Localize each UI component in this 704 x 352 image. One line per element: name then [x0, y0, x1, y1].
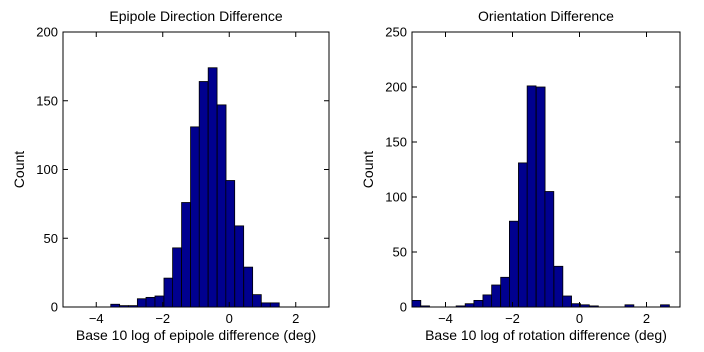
histogram-bar — [544, 191, 555, 308]
histogram-bar — [526, 85, 537, 308]
histogram-bar — [580, 304, 590, 308]
histogram-bar — [110, 303, 121, 308]
histogram-bar — [234, 225, 245, 308]
histogram-bar — [145, 296, 156, 308]
histogram-bar — [455, 305, 466, 308]
histogram-bar — [260, 302, 271, 308]
x-tick-label: −2 — [505, 311, 520, 326]
histogram-bar — [491, 284, 501, 308]
histogram-bar — [420, 305, 430, 308]
histogram-bar — [482, 294, 493, 308]
histogram-bar — [225, 180, 236, 308]
histogram-bar — [136, 298, 147, 308]
y-tick-label: 0 — [51, 300, 58, 315]
y-axis-label: Count — [360, 151, 376, 188]
y-tick-label: 0 — [400, 300, 407, 315]
y-tick-label: 200 — [385, 80, 407, 95]
histogram-bar — [216, 104, 227, 308]
y-tick-label: 250 — [385, 25, 407, 40]
histogram-bar — [624, 304, 635, 308]
y-axis-label: Count — [11, 151, 27, 188]
histogram-bar — [562, 295, 572, 308]
histogram-bar — [269, 302, 280, 308]
y-tick-label: 50 — [44, 231, 58, 246]
x-tick-label: 2 — [292, 311, 299, 326]
x-axis-label: Base 10 log of rotation difference (deg) — [425, 327, 667, 343]
x-tick-label: −4 — [89, 311, 104, 326]
y-tick-label: 50 — [393, 245, 407, 260]
histogram-bar — [252, 294, 262, 308]
histogram-bar — [181, 202, 191, 308]
histogram-bar — [535, 86, 546, 308]
histogram-bar — [243, 266, 254, 308]
x-axis-label: Base 10 log of epipole difference (deg) — [76, 327, 316, 343]
x-tick-label: 0 — [576, 311, 583, 326]
axis-ticks: −4 −2 0 2 0 50 100 150 200 250 — [385, 25, 680, 326]
histogram-bar — [411, 299, 422, 308]
histogram-bar — [172, 247, 182, 308]
histogram-bar — [163, 277, 174, 308]
axis-ticks: −4 −2 0 2 0 50 100 150 200 — [36, 25, 329, 326]
chart-title: Orientation Difference — [478, 8, 614, 24]
histogram-bar — [509, 220, 519, 308]
bar-series — [110, 67, 280, 308]
histogram-bar — [518, 162, 528, 308]
y-tick-label: 150 — [36, 93, 58, 108]
histogram-bar — [660, 304, 670, 308]
chart-title: Epipole Direction Difference — [109, 8, 282, 24]
y-tick-label: 100 — [385, 190, 407, 205]
histogram-bar — [119, 305, 129, 308]
y-tick-label: 150 — [385, 135, 407, 150]
histogram-bar — [589, 305, 599, 308]
histogram-bar — [553, 265, 564, 308]
x-tick-label: −4 — [438, 311, 453, 326]
x-tick-label: 2 — [643, 311, 650, 326]
histogram-bar — [127, 305, 138, 308]
histogram-bar — [500, 276, 510, 308]
y-tick-label: 100 — [36, 162, 58, 177]
chart-orientation-difference: −4 −2 0 2 0 50 100 150 200 250 Orientation Differ… — [360, 8, 681, 343]
x-tick-label: −2 — [155, 311, 170, 326]
histogram-bar — [473, 299, 484, 308]
histogram-bar — [464, 303, 475, 308]
histogram-bar — [207, 67, 218, 308]
histogram-bar — [198, 81, 209, 308]
y-tick-label: 200 — [36, 25, 58, 40]
x-tick-label: 0 — [226, 311, 233, 326]
chart-epipole-direction: −4 −2 0 2 0 50 100 150 200 Epipole Direction Dif… — [11, 8, 330, 343]
histogram-bar — [190, 126, 200, 308]
bar-series — [411, 85, 670, 308]
